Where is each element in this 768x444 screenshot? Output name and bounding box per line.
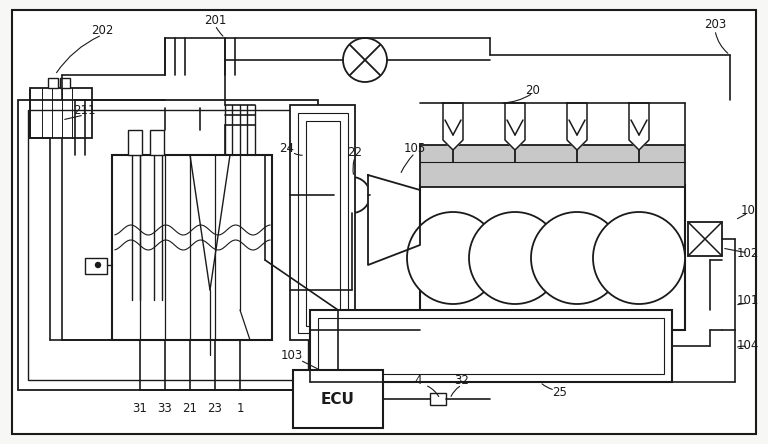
Text: 22: 22 — [347, 146, 362, 159]
Bar — [60, 78, 70, 88]
Text: 211: 211 — [73, 103, 95, 116]
Circle shape — [469, 212, 561, 304]
Polygon shape — [368, 175, 420, 265]
Bar — [30, 88, 92, 138]
Text: 33: 33 — [157, 401, 172, 415]
Bar — [306, 121, 340, 326]
Bar — [310, 310, 672, 382]
Polygon shape — [629, 103, 649, 150]
Text: 23: 23 — [207, 401, 223, 415]
Bar — [420, 185, 685, 330]
Text: 105: 105 — [404, 142, 426, 155]
Bar — [688, 222, 722, 256]
Text: 21: 21 — [183, 401, 197, 415]
Circle shape — [334, 177, 370, 213]
Text: 10: 10 — [740, 203, 756, 217]
Circle shape — [95, 262, 101, 267]
Text: 1: 1 — [237, 401, 243, 415]
Polygon shape — [505, 103, 525, 150]
Bar — [298, 113, 348, 333]
Text: 103: 103 — [281, 349, 303, 361]
Text: ECU: ECU — [321, 392, 355, 407]
Text: 31: 31 — [133, 401, 147, 415]
Polygon shape — [443, 103, 463, 150]
Bar — [290, 105, 355, 340]
Text: 104: 104 — [737, 338, 760, 352]
Bar — [18, 100, 318, 390]
Bar — [318, 318, 664, 374]
Circle shape — [343, 38, 387, 82]
Text: 20: 20 — [525, 83, 541, 96]
Text: 4: 4 — [414, 373, 422, 386]
Bar — [293, 370, 383, 428]
Text: 101: 101 — [737, 293, 760, 306]
Circle shape — [407, 212, 499, 304]
Bar — [150, 130, 164, 155]
Circle shape — [531, 212, 623, 304]
Circle shape — [593, 212, 685, 304]
Bar — [112, 155, 272, 340]
Text: 203: 203 — [704, 19, 726, 32]
Bar — [420, 145, 685, 187]
Text: 102: 102 — [737, 246, 760, 259]
Bar — [430, 393, 446, 405]
Polygon shape — [567, 103, 587, 150]
Text: 32: 32 — [455, 373, 469, 386]
Text: 201: 201 — [204, 13, 227, 27]
Text: 25: 25 — [552, 385, 568, 399]
Bar — [28, 110, 308, 380]
Text: 202: 202 — [91, 24, 113, 36]
Text: 24: 24 — [280, 142, 294, 155]
Bar — [128, 130, 142, 155]
Bar — [85, 258, 107, 274]
Bar — [48, 78, 58, 88]
